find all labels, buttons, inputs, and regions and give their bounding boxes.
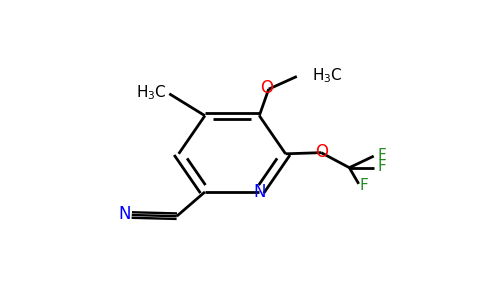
Text: H$_3$C: H$_3$C	[312, 66, 343, 85]
Text: O: O	[260, 80, 273, 98]
Text: F: F	[378, 148, 386, 163]
Text: H$_3$C: H$_3$C	[136, 83, 166, 102]
Text: F: F	[378, 160, 386, 175]
Text: O: O	[315, 143, 328, 161]
Text: F: F	[360, 178, 368, 193]
Text: N: N	[119, 205, 131, 223]
Text: N: N	[254, 183, 266, 201]
